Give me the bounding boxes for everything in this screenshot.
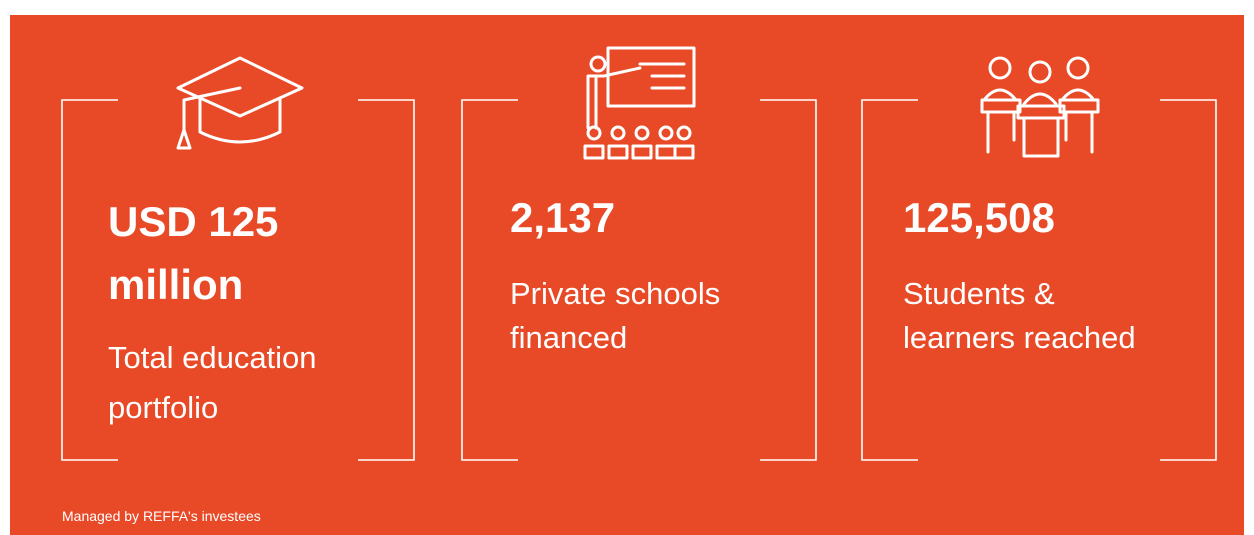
stat-label: Students & [903, 276, 1055, 311]
panel [10, 15, 1244, 535]
footnote: Managed by REFFA's investees [62, 508, 261, 524]
graduation-cap-icon [176, 56, 304, 150]
stat-value: million [108, 261, 244, 308]
stat-label: Private schools [510, 276, 721, 311]
stat-label: financed [510, 320, 628, 355]
stat-label: portfolio [108, 390, 219, 425]
stat-label: learners reached [903, 320, 1136, 355]
stat-value: 125,508 [903, 194, 1055, 241]
stat-value: USD 125 [108, 198, 279, 245]
teacher-icon [583, 46, 696, 160]
stat-label: Total education [108, 340, 317, 375]
stat-value: 2,137 [510, 194, 616, 241]
students-icon [980, 56, 1100, 158]
brackets [61, 99, 1217, 461]
